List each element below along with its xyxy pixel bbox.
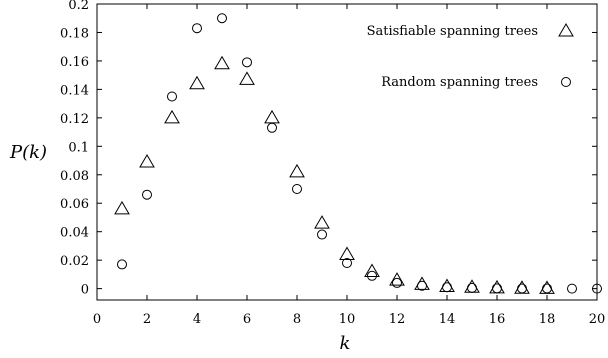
random-point bbox=[292, 184, 302, 194]
satisfiable-point bbox=[239, 71, 255, 85]
x-axis-label: k bbox=[340, 333, 351, 354]
x-tick-label: 12 bbox=[389, 312, 406, 327]
random-point bbox=[542, 283, 552, 294]
satisfiable-point bbox=[439, 278, 455, 292]
satisfiable-point bbox=[189, 75, 205, 90]
y-axis: 0 0.02 0.04 0.06 0.08 0.1 0.12 0.14 0.16 0.18 0.2 bbox=[60, 0, 597, 298]
satisfiable-point bbox=[214, 55, 230, 70]
satisfiable-point bbox=[464, 279, 480, 293]
x-tick-label: 4 bbox=[193, 312, 201, 327]
x-tick-label: 16 bbox=[489, 312, 506, 327]
random-point bbox=[267, 122, 277, 133]
random-point bbox=[592, 283, 602, 294]
satisfiable-point bbox=[539, 280, 555, 294]
x-tick-label: 10 bbox=[339, 312, 356, 327]
x-tick-label: 14 bbox=[439, 312, 456, 327]
x-tick-label: 6 bbox=[243, 312, 251, 327]
satisfiable-point bbox=[164, 109, 180, 124]
x-axis: 0 2 4 6 8 10 12 14 16 18 20 bbox=[93, 4, 605, 327]
random-point bbox=[242, 57, 252, 68]
x-tick-label: 2 bbox=[143, 312, 151, 327]
y-tick-label: 0.04 bbox=[60, 226, 89, 241]
y-axis-label: P(k) bbox=[9, 142, 47, 163]
y-tick-label: 0.14 bbox=[60, 83, 89, 98]
legend-marker-circle bbox=[561, 77, 571, 87]
satisfiable-point bbox=[414, 276, 430, 290]
y-tick-label: 0.12 bbox=[60, 112, 89, 127]
plot-frame bbox=[96, 3, 598, 301]
random-point bbox=[367, 270, 377, 281]
random-point bbox=[517, 283, 527, 294]
random-point bbox=[167, 91, 177, 102]
legend-label-random: Random spanning trees bbox=[381, 75, 538, 90]
x-tick-label: 0 bbox=[93, 312, 101, 327]
random-point bbox=[467, 282, 477, 293]
satisfiable-point bbox=[514, 280, 530, 294]
y-tick-label: 0.1 bbox=[68, 140, 89, 155]
random-point bbox=[192, 23, 202, 34]
legend: Satisfiable spanning trees Random spanni… bbox=[367, 23, 574, 90]
y-tick-label: 0.02 bbox=[60, 254, 89, 269]
random-point bbox=[217, 13, 227, 24]
random-point bbox=[567, 283, 577, 294]
satisfiable-point bbox=[139, 153, 155, 168]
x-tick-label: 20 bbox=[589, 312, 606, 327]
satisfiable-point bbox=[114, 200, 130, 215]
y-tick-label: 0.16 bbox=[60, 55, 89, 70]
x-tick-label: 18 bbox=[539, 312, 556, 327]
x-tick-label: 8 bbox=[293, 312, 301, 327]
satisfiable-point bbox=[389, 272, 405, 286]
satisfiable-point bbox=[489, 279, 505, 294]
y-tick-label: 0.08 bbox=[60, 169, 89, 184]
y-tick-label: 0 bbox=[81, 283, 89, 298]
random-point bbox=[442, 282, 452, 293]
random-point bbox=[142, 189, 152, 200]
legend-label-satisfiable: Satisfiable spanning trees bbox=[367, 24, 538, 39]
random-point bbox=[342, 258, 352, 268]
satisfiable-point bbox=[364, 263, 380, 278]
satisfiable-point bbox=[314, 215, 330, 229]
random-point bbox=[492, 283, 502, 294]
legend-marker-triangle bbox=[558, 23, 574, 37]
y-tick-label: 0.06 bbox=[60, 197, 89, 212]
random-point bbox=[317, 229, 327, 240]
data-points bbox=[114, 13, 602, 294]
random-point bbox=[392, 277, 402, 288]
y-tick-label: 0.18 bbox=[60, 26, 89, 41]
satisfiable-point bbox=[264, 109, 280, 124]
satisfiable-point bbox=[289, 163, 305, 178]
random-point bbox=[417, 280, 427, 291]
satisfiable-point bbox=[339, 246, 355, 260]
random-point bbox=[117, 259, 127, 270]
y-tick-label: 0.2 bbox=[68, 0, 89, 13]
